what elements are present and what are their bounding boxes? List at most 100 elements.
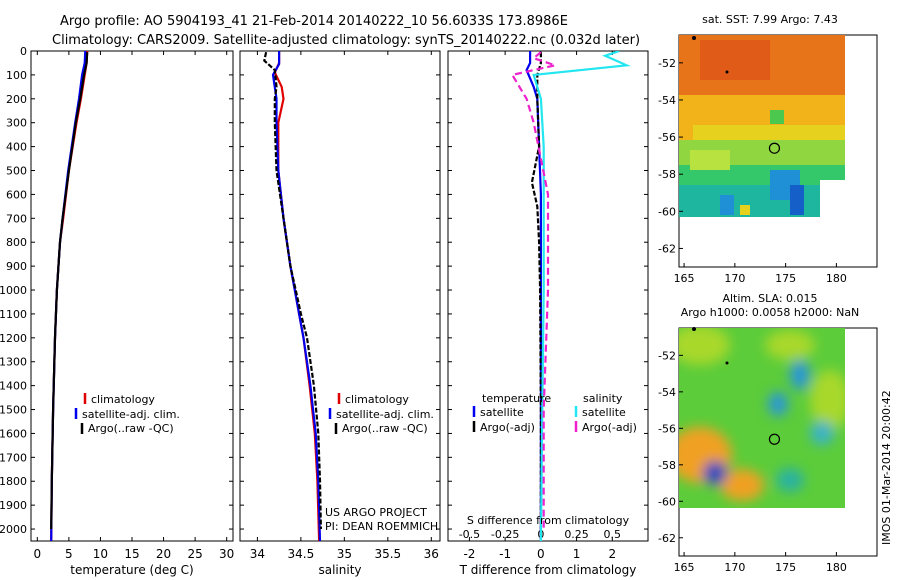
s-difference-xlabel: S difference from climatology xyxy=(467,514,630,527)
y-tick-label: 100 xyxy=(6,69,27,82)
x-tick-label: 1 xyxy=(573,547,581,561)
y-tick-label: 1400 xyxy=(0,380,27,393)
map-y-tick-label: -60 xyxy=(658,205,676,218)
legend-label-temp-satellite: satellite xyxy=(480,406,524,419)
map-y-tick-label: -60 xyxy=(658,495,676,508)
y-tick-label: 1800 xyxy=(0,475,27,488)
x-tick-label: 2 xyxy=(608,547,616,561)
s-tick-label: -0.25 xyxy=(491,528,519,541)
series-line-salinity-argo-adj- xyxy=(510,51,560,529)
sla-map-field xyxy=(679,328,845,508)
legend-label-climatology: climatology xyxy=(345,393,409,406)
legend-title-salinity: salinity xyxy=(583,392,623,405)
difference-series xyxy=(510,51,631,541)
sla-map-dot-corner xyxy=(692,327,696,331)
salinity-xlabel: salinity xyxy=(318,563,361,577)
y-tick-label: 900 xyxy=(6,260,27,273)
s-tick-label: -0.5 xyxy=(459,528,480,541)
y-tick-label: 800 xyxy=(6,236,27,249)
float-location-marker-sla xyxy=(768,433,781,445)
legend-label-argo: Argo(..raw -QC) xyxy=(88,422,174,435)
figure-title-line1: Argo profile: AO 5904193_41 21-Feb-2014 … xyxy=(60,14,568,29)
legend-title-temperature: temperature xyxy=(482,392,551,405)
salinity-legend: climatology satellite-adj. clim. Argo(..… xyxy=(328,393,434,435)
legend-label-satellite-adj: satellite-adj. clim. xyxy=(82,408,180,421)
legend-label-climatology: climatology xyxy=(91,393,155,406)
y-tick-label: 700 xyxy=(6,212,27,225)
sst-map-dot-corner xyxy=(692,36,696,40)
t-difference-xlabel: T difference from climatology xyxy=(459,563,637,577)
sla-map-title-line1: Altim. SLA: 0.015 xyxy=(722,292,817,305)
y-tick-label: 300 xyxy=(6,117,27,130)
difference-legend: temperature salinity satellite Argo(-adj… xyxy=(472,392,637,434)
map-y-tick-label: -54 xyxy=(658,94,676,107)
salinity-panel-frame xyxy=(239,50,441,542)
sla-map-ticks: 165 170 175 180 -52 -54 -56 -58 -60 -62 xyxy=(658,349,847,574)
series-line-temperature-argo-adj- xyxy=(530,52,543,529)
map-x-tick-label: 165 xyxy=(674,561,695,574)
y-tick-label: 600 xyxy=(6,188,27,201)
map-y-tick-label: -52 xyxy=(658,57,676,70)
map-y-tick-label: -58 xyxy=(658,459,676,472)
x-tick-label: 20 xyxy=(156,547,171,561)
y-tick-label: 1700 xyxy=(0,451,27,464)
y-tick-label: 0 xyxy=(20,45,27,58)
temperature-series xyxy=(50,51,89,541)
s-tick-label: 0.5 xyxy=(604,528,622,541)
legend-label-satellite-adj: satellite-adj. clim. xyxy=(336,408,434,421)
x-tick-label: -2 xyxy=(463,547,475,561)
salinity-axis-ticks: 34 34.5 35 35.5 36 xyxy=(240,50,440,561)
y-tick-label: 1000 xyxy=(0,284,27,297)
map-x-tick-label: 165 xyxy=(674,272,695,285)
map-y-tick-label: -58 xyxy=(658,168,676,181)
map-x-tick-label: 175 xyxy=(775,272,796,285)
map-x-tick-label: 175 xyxy=(775,561,796,574)
legend-label-argo: Argo(..raw -QC) xyxy=(342,422,428,435)
y-tick-label: 1100 xyxy=(0,308,27,321)
y-tick-label: 1600 xyxy=(0,427,27,440)
x-tick-label: 34.5 xyxy=(288,547,315,561)
credit-project: US ARGO PROJECT xyxy=(325,506,427,519)
temperature-panel-frame xyxy=(30,50,234,542)
map-y-tick-label: -56 xyxy=(658,422,676,435)
float-location-marker-sst xyxy=(768,142,781,154)
y-tick-label: 400 xyxy=(6,141,27,154)
figure-title-line2: Climatology: CARS2009. Satellite-adjuste… xyxy=(52,33,640,48)
y-tick-label: 1500 xyxy=(0,404,27,417)
legend-label-sal-satellite: satellite xyxy=(582,406,626,419)
sla-map-dot xyxy=(725,361,729,365)
credit-pi: PI: DEAN ROEMMICH xyxy=(325,520,438,533)
sst-map-title: sat. SST: 7.99 Argo: 7.43 xyxy=(702,13,838,26)
map-x-tick-label: 180 xyxy=(826,561,847,574)
difference-axis-ticks: -2 -1 0 1 2-0.5 -0.25 0 0.25 0.5 xyxy=(448,50,648,561)
x-tick-label: 34 xyxy=(250,547,265,561)
x-tick-label: 5 xyxy=(65,547,73,561)
y-tick-label: 1900 xyxy=(0,499,27,512)
legend-label-sal-argo: Argo(-adj) xyxy=(582,421,637,434)
map-y-tick-label: -52 xyxy=(658,349,676,362)
series-line-argo-raw-qc- xyxy=(50,52,89,530)
map-y-tick-label: -62 xyxy=(658,242,676,255)
y-tick-label: 1200 xyxy=(0,332,27,345)
series-line-argo-raw-qc- xyxy=(263,51,322,530)
y-tick-label: 200 xyxy=(6,93,27,106)
map-y-tick-label: -54 xyxy=(658,386,676,399)
map-x-tick-label: 170 xyxy=(724,561,745,574)
imos-timestamp: IMOS 01-Mar-2014 20:00:42 xyxy=(880,390,893,545)
s-tick-label: 0.25 xyxy=(564,528,589,541)
series-line-satellite-adj-clim- xyxy=(271,51,322,541)
salinity-series xyxy=(263,51,322,541)
sla-map-title-line2: Argo h1000: 0.0058 h2000: NaN xyxy=(681,306,860,319)
series-line-salinity-satellite xyxy=(532,51,631,541)
x-tick-label: 35.5 xyxy=(374,547,401,561)
map-x-tick-label: 180 xyxy=(826,272,847,285)
x-tick-label: -1 xyxy=(499,547,511,561)
x-tick-label: 0 xyxy=(537,547,545,561)
y-tick-label: 500 xyxy=(6,165,27,178)
x-tick-label: 30 xyxy=(219,547,234,561)
x-tick-label: 15 xyxy=(124,547,139,561)
x-tick-label: 10 xyxy=(93,547,108,561)
x-tick-label: 35 xyxy=(337,547,352,561)
sst-map-field xyxy=(679,35,845,217)
